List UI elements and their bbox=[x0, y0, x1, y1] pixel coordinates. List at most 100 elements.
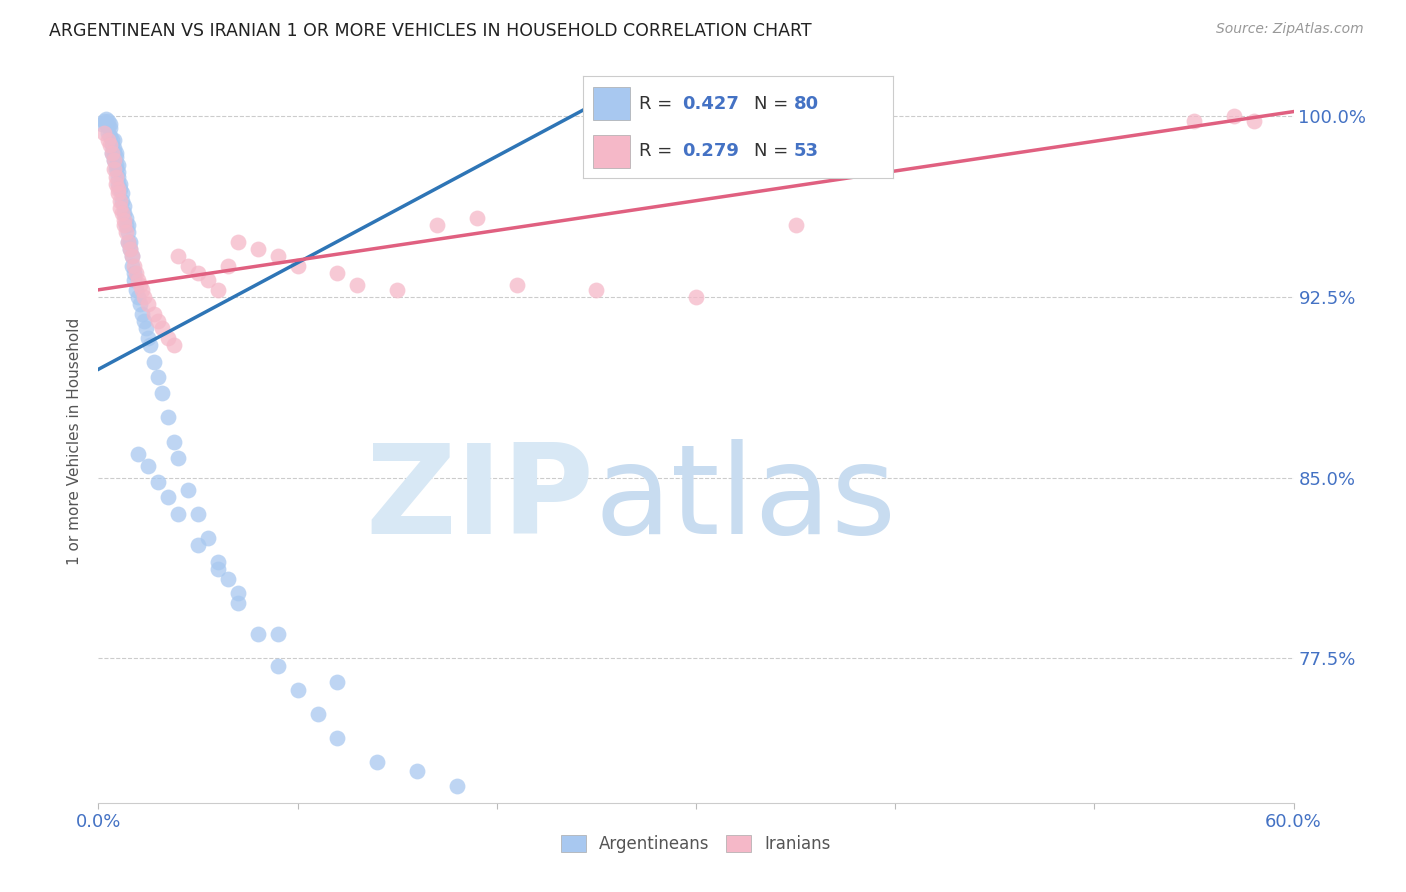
Point bbox=[129, 277, 152, 292]
Point bbox=[127, 446, 149, 460]
Point bbox=[187, 538, 209, 552]
Point bbox=[346, 277, 368, 292]
Point bbox=[326, 731, 349, 745]
Point bbox=[143, 307, 166, 321]
Point bbox=[139, 338, 162, 352]
Point bbox=[187, 266, 209, 280]
Point bbox=[148, 369, 170, 384]
Text: 0.279: 0.279 bbox=[682, 142, 740, 160]
Point bbox=[163, 434, 186, 449]
Bar bbox=[593, 136, 630, 168]
Point bbox=[135, 321, 157, 335]
Text: atlas: atlas bbox=[595, 439, 897, 560]
Point bbox=[97, 133, 120, 147]
Point bbox=[148, 475, 170, 490]
Point bbox=[117, 235, 139, 249]
Point bbox=[150, 386, 173, 401]
Point bbox=[112, 213, 135, 227]
Point bbox=[111, 206, 134, 220]
Point bbox=[267, 658, 290, 673]
Point bbox=[167, 507, 190, 521]
Point bbox=[207, 555, 229, 569]
Point bbox=[506, 277, 529, 292]
Point bbox=[207, 283, 229, 297]
Point bbox=[93, 126, 115, 140]
Point bbox=[177, 259, 200, 273]
Point bbox=[115, 211, 138, 225]
Point bbox=[177, 483, 200, 497]
Point bbox=[107, 186, 129, 201]
Point bbox=[136, 331, 159, 345]
Point bbox=[120, 242, 142, 256]
Point bbox=[150, 321, 173, 335]
Point bbox=[98, 121, 122, 136]
Text: N =: N = bbox=[754, 142, 793, 160]
Point bbox=[167, 249, 190, 263]
Point bbox=[110, 201, 132, 215]
Point bbox=[124, 266, 146, 280]
Point bbox=[287, 259, 309, 273]
Point bbox=[385, 283, 409, 297]
Point bbox=[103, 162, 125, 177]
Point bbox=[187, 507, 209, 521]
Point bbox=[157, 490, 180, 504]
Point bbox=[326, 266, 349, 280]
Point bbox=[129, 297, 152, 311]
Point bbox=[112, 218, 135, 232]
Point bbox=[101, 133, 124, 147]
Point bbox=[107, 158, 129, 172]
Point bbox=[1223, 109, 1246, 123]
Point bbox=[1182, 114, 1205, 128]
Y-axis label: 1 or more Vehicles in Household: 1 or more Vehicles in Household bbox=[67, 318, 83, 566]
Point bbox=[157, 410, 180, 425]
Point bbox=[121, 259, 143, 273]
Point bbox=[127, 273, 149, 287]
Point bbox=[105, 162, 128, 177]
Text: R =: R = bbox=[640, 142, 678, 160]
Point bbox=[107, 177, 129, 191]
Point bbox=[117, 225, 139, 239]
Point bbox=[131, 307, 153, 321]
Point bbox=[127, 290, 149, 304]
Point bbox=[226, 235, 249, 249]
Point bbox=[134, 314, 156, 328]
Legend: Argentineans, Iranians: Argentineans, Iranians bbox=[554, 828, 838, 860]
Point bbox=[465, 211, 488, 225]
Point bbox=[98, 128, 122, 143]
Point bbox=[785, 218, 807, 232]
Point bbox=[105, 145, 128, 160]
Point bbox=[197, 531, 219, 545]
Point bbox=[101, 138, 124, 153]
Point bbox=[143, 355, 166, 369]
Point bbox=[125, 266, 148, 280]
Point bbox=[148, 314, 170, 328]
Point bbox=[226, 586, 249, 600]
Point bbox=[124, 273, 146, 287]
Point bbox=[96, 112, 118, 126]
Point bbox=[426, 218, 449, 232]
Point bbox=[125, 283, 148, 297]
Point bbox=[217, 572, 239, 586]
Bar bbox=[593, 87, 630, 120]
Point bbox=[217, 259, 239, 273]
Point bbox=[103, 153, 125, 167]
Point bbox=[131, 283, 153, 297]
Point bbox=[120, 242, 142, 256]
Point bbox=[96, 117, 118, 131]
Point bbox=[98, 138, 122, 153]
Point bbox=[136, 458, 159, 473]
Point bbox=[101, 145, 124, 160]
Point bbox=[1243, 114, 1265, 128]
Point bbox=[267, 249, 290, 263]
Text: ARGENTINEAN VS IRANIAN 1 OR MORE VEHICLES IN HOUSEHOLD CORRELATION CHART: ARGENTINEAN VS IRANIAN 1 OR MORE VEHICLE… bbox=[49, 22, 811, 40]
Text: R =: R = bbox=[640, 95, 678, 112]
Point bbox=[157, 331, 180, 345]
Text: 0.427: 0.427 bbox=[682, 95, 740, 112]
Point bbox=[97, 126, 120, 140]
Point bbox=[207, 562, 229, 576]
Point bbox=[105, 177, 128, 191]
Text: Source: ZipAtlas.com: Source: ZipAtlas.com bbox=[1216, 22, 1364, 37]
Point bbox=[117, 235, 139, 249]
Point bbox=[406, 764, 429, 779]
Point bbox=[115, 218, 138, 232]
